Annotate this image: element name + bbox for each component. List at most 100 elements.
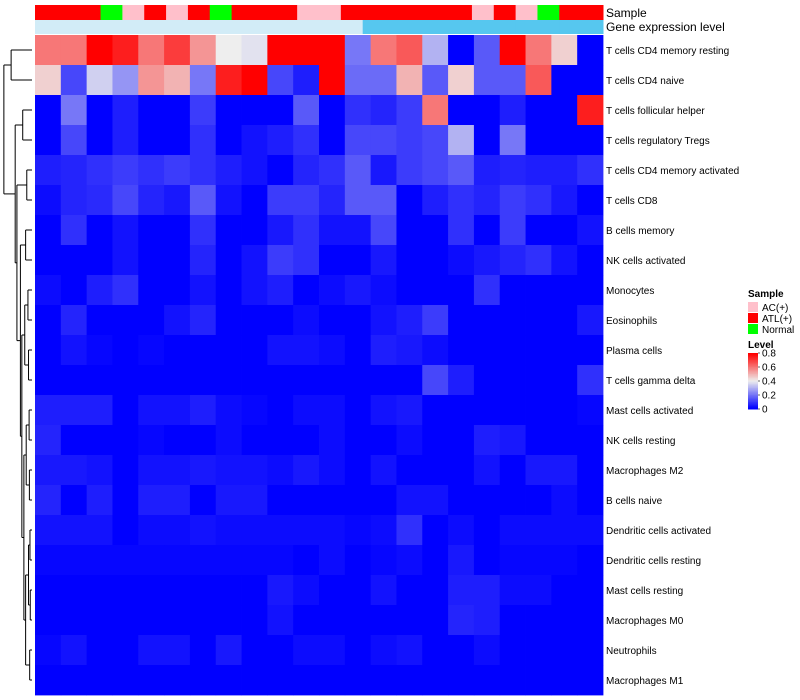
heatmap-cell	[525, 365, 552, 396]
heatmap-cell	[35, 635, 62, 666]
heatmap-cell	[344, 185, 372, 216]
heatmap-cell	[525, 545, 552, 576]
level-legend-tick-label: 0.6	[762, 363, 776, 374]
heatmap-cell	[577, 665, 604, 696]
heatmap-cell	[189, 125, 217, 156]
heatmap-cell	[525, 605, 552, 636]
heatmap-cell	[422, 575, 449, 606]
heatmap-cell	[370, 155, 397, 186]
heatmap-cell	[344, 245, 372, 276]
heatmap-cell	[241, 35, 268, 66]
heatmap-cell	[138, 155, 165, 186]
heatmap-cell	[499, 635, 526, 666]
heatmap-cell	[499, 665, 526, 696]
heatmap-cell	[525, 515, 552, 546]
heatmap-cell	[396, 665, 423, 696]
heatmap-cell	[577, 305, 604, 336]
heatmap-cell	[577, 515, 604, 546]
heatmap-cell	[86, 245, 113, 276]
heatmap-cell	[370, 35, 397, 66]
heatmap-cell	[241, 545, 268, 576]
heatmap-cell	[241, 365, 268, 396]
heatmap-cell	[370, 395, 397, 426]
heatmap-cell	[473, 125, 501, 156]
heatmap-cell	[267, 605, 294, 636]
heatmap-cell	[86, 545, 113, 576]
heatmap-cell	[267, 335, 294, 366]
heatmap-cells	[35, 35, 604, 696]
heatmap-cell	[473, 545, 501, 576]
heatmap-cell	[293, 365, 320, 396]
heatmap-cell	[241, 335, 268, 366]
level-legend-gradient-step	[748, 360, 758, 362]
heatmap-cell	[293, 635, 320, 666]
heatmap-cell	[473, 275, 501, 306]
heatmap-cell	[189, 185, 217, 216]
heatmap-cell	[319, 605, 346, 636]
heatmap-cell	[189, 395, 217, 426]
heatmap-cell	[112, 155, 139, 186]
heatmap-cell	[396, 545, 423, 576]
sample-annotation-cell	[493, 5, 517, 20]
heatmap-cell	[473, 245, 501, 276]
heatmap-cell	[370, 245, 397, 276]
heatmap-cell	[344, 95, 372, 126]
heatmap-cell	[448, 515, 475, 546]
heatmap-cell	[60, 545, 88, 576]
heatmap-cell	[60, 635, 88, 666]
heatmap-cell	[551, 365, 578, 396]
heatmap-cell	[267, 485, 294, 516]
heatmap-cell	[35, 545, 62, 576]
heatmap-cell	[577, 635, 604, 666]
heatmap-cell	[241, 635, 268, 666]
sample-annotation-cell	[122, 5, 145, 20]
heatmap-cell	[448, 305, 475, 336]
expression-annotation-cell	[428, 20, 451, 34]
heatmap-cell	[448, 125, 475, 156]
heatmap-cell	[344, 455, 372, 486]
heatmap-cell	[112, 605, 139, 636]
heatmap-cell	[215, 515, 242, 546]
heatmap-cell	[577, 395, 604, 426]
heatmap-cell	[396, 275, 423, 306]
heatmap-cell	[138, 455, 165, 486]
sample-annotation-cell	[56, 5, 80, 20]
row-label: T cells CD4 naive	[606, 76, 685, 87]
heatmap-cell	[577, 215, 604, 246]
heatmap-cell	[215, 485, 242, 516]
heatmap-cell	[319, 95, 346, 126]
heatmap-cell	[344, 65, 372, 96]
heatmap-cell	[293, 65, 320, 96]
heatmap-cell	[86, 485, 113, 516]
heatmap-cell	[344, 335, 372, 366]
heatmap-cell	[138, 185, 165, 216]
heatmap-cell	[370, 185, 397, 216]
heatmap-cell	[370, 305, 397, 336]
sample-annotation-cell	[275, 5, 298, 20]
heatmap-cell	[422, 365, 449, 396]
heatmap-cell	[422, 65, 449, 96]
row-label: Mast cells resting	[606, 586, 683, 597]
heatmap-cell	[319, 335, 346, 366]
sample-legend-label: Normal	[762, 325, 794, 336]
heatmap-cell	[267, 275, 294, 306]
heatmap-cell	[473, 665, 501, 696]
heatmap-cell	[60, 575, 88, 606]
row-label: T cells CD8	[606, 196, 658, 207]
heatmap-cell	[189, 515, 217, 546]
heatmap-cell	[525, 215, 552, 246]
expression-annotation-cell	[122, 20, 145, 34]
heatmap-cell	[293, 605, 320, 636]
heatmap-cell	[86, 125, 113, 156]
heatmap-cell	[473, 635, 501, 666]
heatmap-cell	[241, 155, 268, 186]
heatmap-cell	[112, 635, 139, 666]
heatmap-cell	[319, 35, 346, 66]
heatmap-cell	[422, 665, 449, 696]
level-legend-gradient-step	[748, 368, 758, 371]
heatmap-cell	[319, 515, 346, 546]
heatmap-cell	[60, 425, 88, 456]
heatmap-cell	[35, 215, 62, 246]
level-legend-gradient-step	[748, 399, 758, 402]
heatmap-cell	[499, 575, 526, 606]
